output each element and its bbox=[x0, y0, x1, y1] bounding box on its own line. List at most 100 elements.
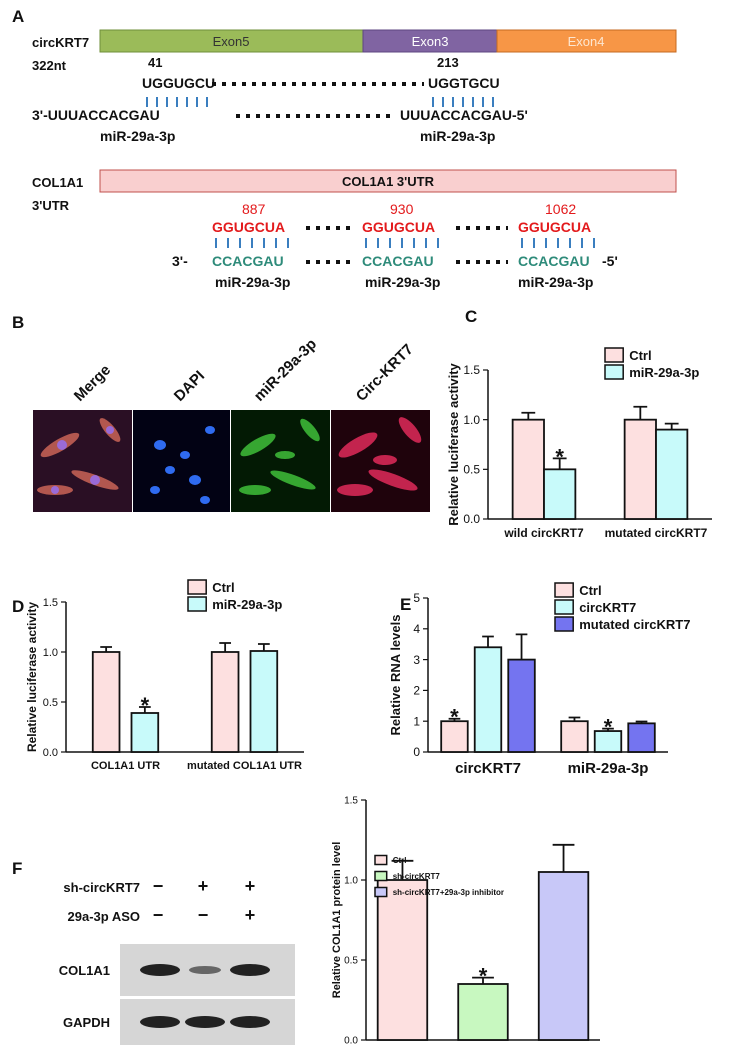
exon-box bbox=[496, 29, 677, 53]
error-bar bbox=[472, 976, 494, 984]
bar bbox=[376, 879, 429, 1041]
target-seq: GGUGCUA bbox=[362, 219, 435, 235]
legend-label: Ctrl bbox=[629, 348, 651, 363]
error-bar bbox=[521, 411, 536, 420]
site: 213 bbox=[437, 55, 459, 70]
bar bbox=[560, 720, 589, 753]
legend-swatch bbox=[604, 347, 624, 363]
y-tick-label: 0.0 bbox=[344, 1036, 358, 1047]
legend-swatch bbox=[374, 886, 388, 898]
legend-swatch bbox=[374, 854, 388, 866]
pairing-ticks bbox=[146, 97, 494, 107]
y-tick-label: 0.5 bbox=[43, 697, 58, 709]
bar bbox=[543, 468, 577, 520]
bar bbox=[623, 418, 657, 520]
row-mark: + bbox=[245, 905, 256, 925]
bar bbox=[457, 983, 509, 1041]
error-bar bbox=[219, 642, 232, 652]
y-axis-label: Relative luciferase activity bbox=[446, 362, 461, 525]
y-tick-label: 1 bbox=[413, 714, 420, 728]
significance: * bbox=[450, 705, 459, 730]
row-mark: + bbox=[198, 876, 209, 896]
image-label: miR-29a-3p bbox=[251, 336, 320, 405]
blot-image bbox=[120, 944, 295, 1045]
bar bbox=[511, 418, 545, 520]
bar bbox=[473, 646, 503, 753]
bar bbox=[440, 720, 469, 753]
bar bbox=[210, 651, 240, 753]
mirna-seq: CCACGAU bbox=[362, 253, 434, 269]
row-label: sh-circKRT7 bbox=[63, 880, 140, 895]
error-bar bbox=[138, 706, 151, 713]
utr-region: 3'UTR bbox=[32, 198, 70, 213]
panel-label: B bbox=[12, 313, 24, 332]
error-bar bbox=[515, 633, 528, 660]
y-tick-label: 2 bbox=[413, 684, 420, 698]
error-bar bbox=[257, 643, 270, 651]
legend-swatch bbox=[554, 599, 574, 615]
mirna-name: miR-29a-3p bbox=[420, 128, 495, 144]
y-axis-label: Relative COL1A1 protein level bbox=[331, 842, 343, 999]
y-tick-label: 1.0 bbox=[344, 876, 358, 887]
exon-label: Exon5 bbox=[213, 34, 250, 49]
mirna-name: miR-29a-3p bbox=[365, 274, 440, 290]
legend-label: Ctrl bbox=[579, 583, 601, 598]
panel-label: C bbox=[465, 307, 477, 326]
row-mark: + bbox=[245, 876, 256, 896]
x-tick-label: wild circKRT7 bbox=[503, 526, 584, 540]
bar bbox=[655, 428, 689, 520]
bar bbox=[627, 722, 656, 753]
x-tick-label: mutated COL1A1 UTR bbox=[187, 760, 302, 772]
error-bar bbox=[602, 727, 614, 732]
exon-label: Exon4 bbox=[568, 34, 605, 49]
mirna-seq: UUUACCACGAU-5' bbox=[400, 107, 528, 123]
legend-label: Ctrl bbox=[212, 580, 234, 595]
image-label: Circ-KRT7 bbox=[353, 341, 417, 405]
panel-label: D bbox=[12, 597, 24, 616]
image-label: Merge bbox=[71, 362, 114, 405]
panel-label: F bbox=[12, 859, 22, 878]
mirna-seq: CCACGAU bbox=[212, 253, 284, 269]
row-label: 29a-3p ASO bbox=[68, 909, 141, 924]
row-mark: − bbox=[153, 876, 164, 896]
mirna-name: miR-29a-3p bbox=[518, 274, 593, 290]
legend-label: miR-29a-3p bbox=[212, 597, 282, 612]
y-tick-label: 0.0 bbox=[463, 512, 480, 526]
y-axis-label: Relative RNA levels bbox=[388, 615, 403, 736]
error-bar bbox=[633, 405, 648, 420]
y-tick-label: 1.0 bbox=[463, 413, 480, 427]
target-seq: UGGTGCU bbox=[428, 75, 500, 91]
bar bbox=[130, 712, 160, 753]
error-bar bbox=[448, 717, 461, 722]
mirna-prefix: 3'- bbox=[172, 253, 188, 269]
legend-swatch bbox=[374, 870, 388, 882]
bar bbox=[507, 658, 536, 753]
band-label: GAPDH bbox=[63, 1015, 110, 1030]
mirna-suffix: -5' bbox=[602, 253, 618, 269]
y-tick-label: 0.5 bbox=[463, 463, 480, 477]
pairing-ticks bbox=[215, 238, 595, 248]
mirna-name: miR-29a-3p bbox=[100, 128, 175, 144]
legend-label: miR-29a-3p bbox=[629, 365, 699, 380]
legend-swatch bbox=[554, 616, 574, 632]
panel-label: E bbox=[400, 595, 411, 614]
significance: * bbox=[479, 964, 488, 989]
image-label: DAPI bbox=[171, 367, 208, 404]
mirna-name: miR-29a-3p bbox=[215, 274, 290, 290]
y-tick-label: 1.0 bbox=[43, 647, 58, 659]
x-tick-label: mutated circKRT7 bbox=[605, 526, 708, 540]
site: 887 bbox=[242, 201, 266, 217]
y-tick-label: 1.5 bbox=[344, 796, 358, 807]
panel-label: A bbox=[12, 7, 24, 26]
legend-label: Ctrl bbox=[393, 856, 407, 865]
bar bbox=[91, 651, 121, 753]
error-bar bbox=[664, 422, 679, 430]
y-tick-label: 4 bbox=[413, 622, 420, 636]
bar bbox=[537, 871, 590, 1041]
site: 930 bbox=[390, 201, 414, 217]
row-mark: − bbox=[198, 905, 209, 925]
target-seq: UGGUGCU bbox=[142, 75, 215, 91]
x-tick-label: miR-29a-3p bbox=[568, 760, 649, 777]
y-tick-label: 3 bbox=[413, 653, 420, 667]
